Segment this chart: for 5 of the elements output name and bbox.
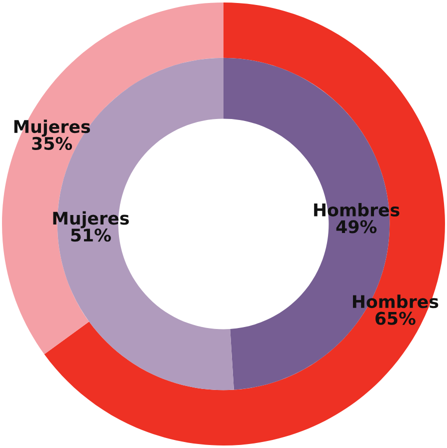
data-label: 65% [376,312,416,325]
slice-label: Mujeres [14,120,90,137]
data-label: 51% [71,228,111,242]
data-label: 49% [336,220,377,234]
data-label: 35% [32,136,72,150]
